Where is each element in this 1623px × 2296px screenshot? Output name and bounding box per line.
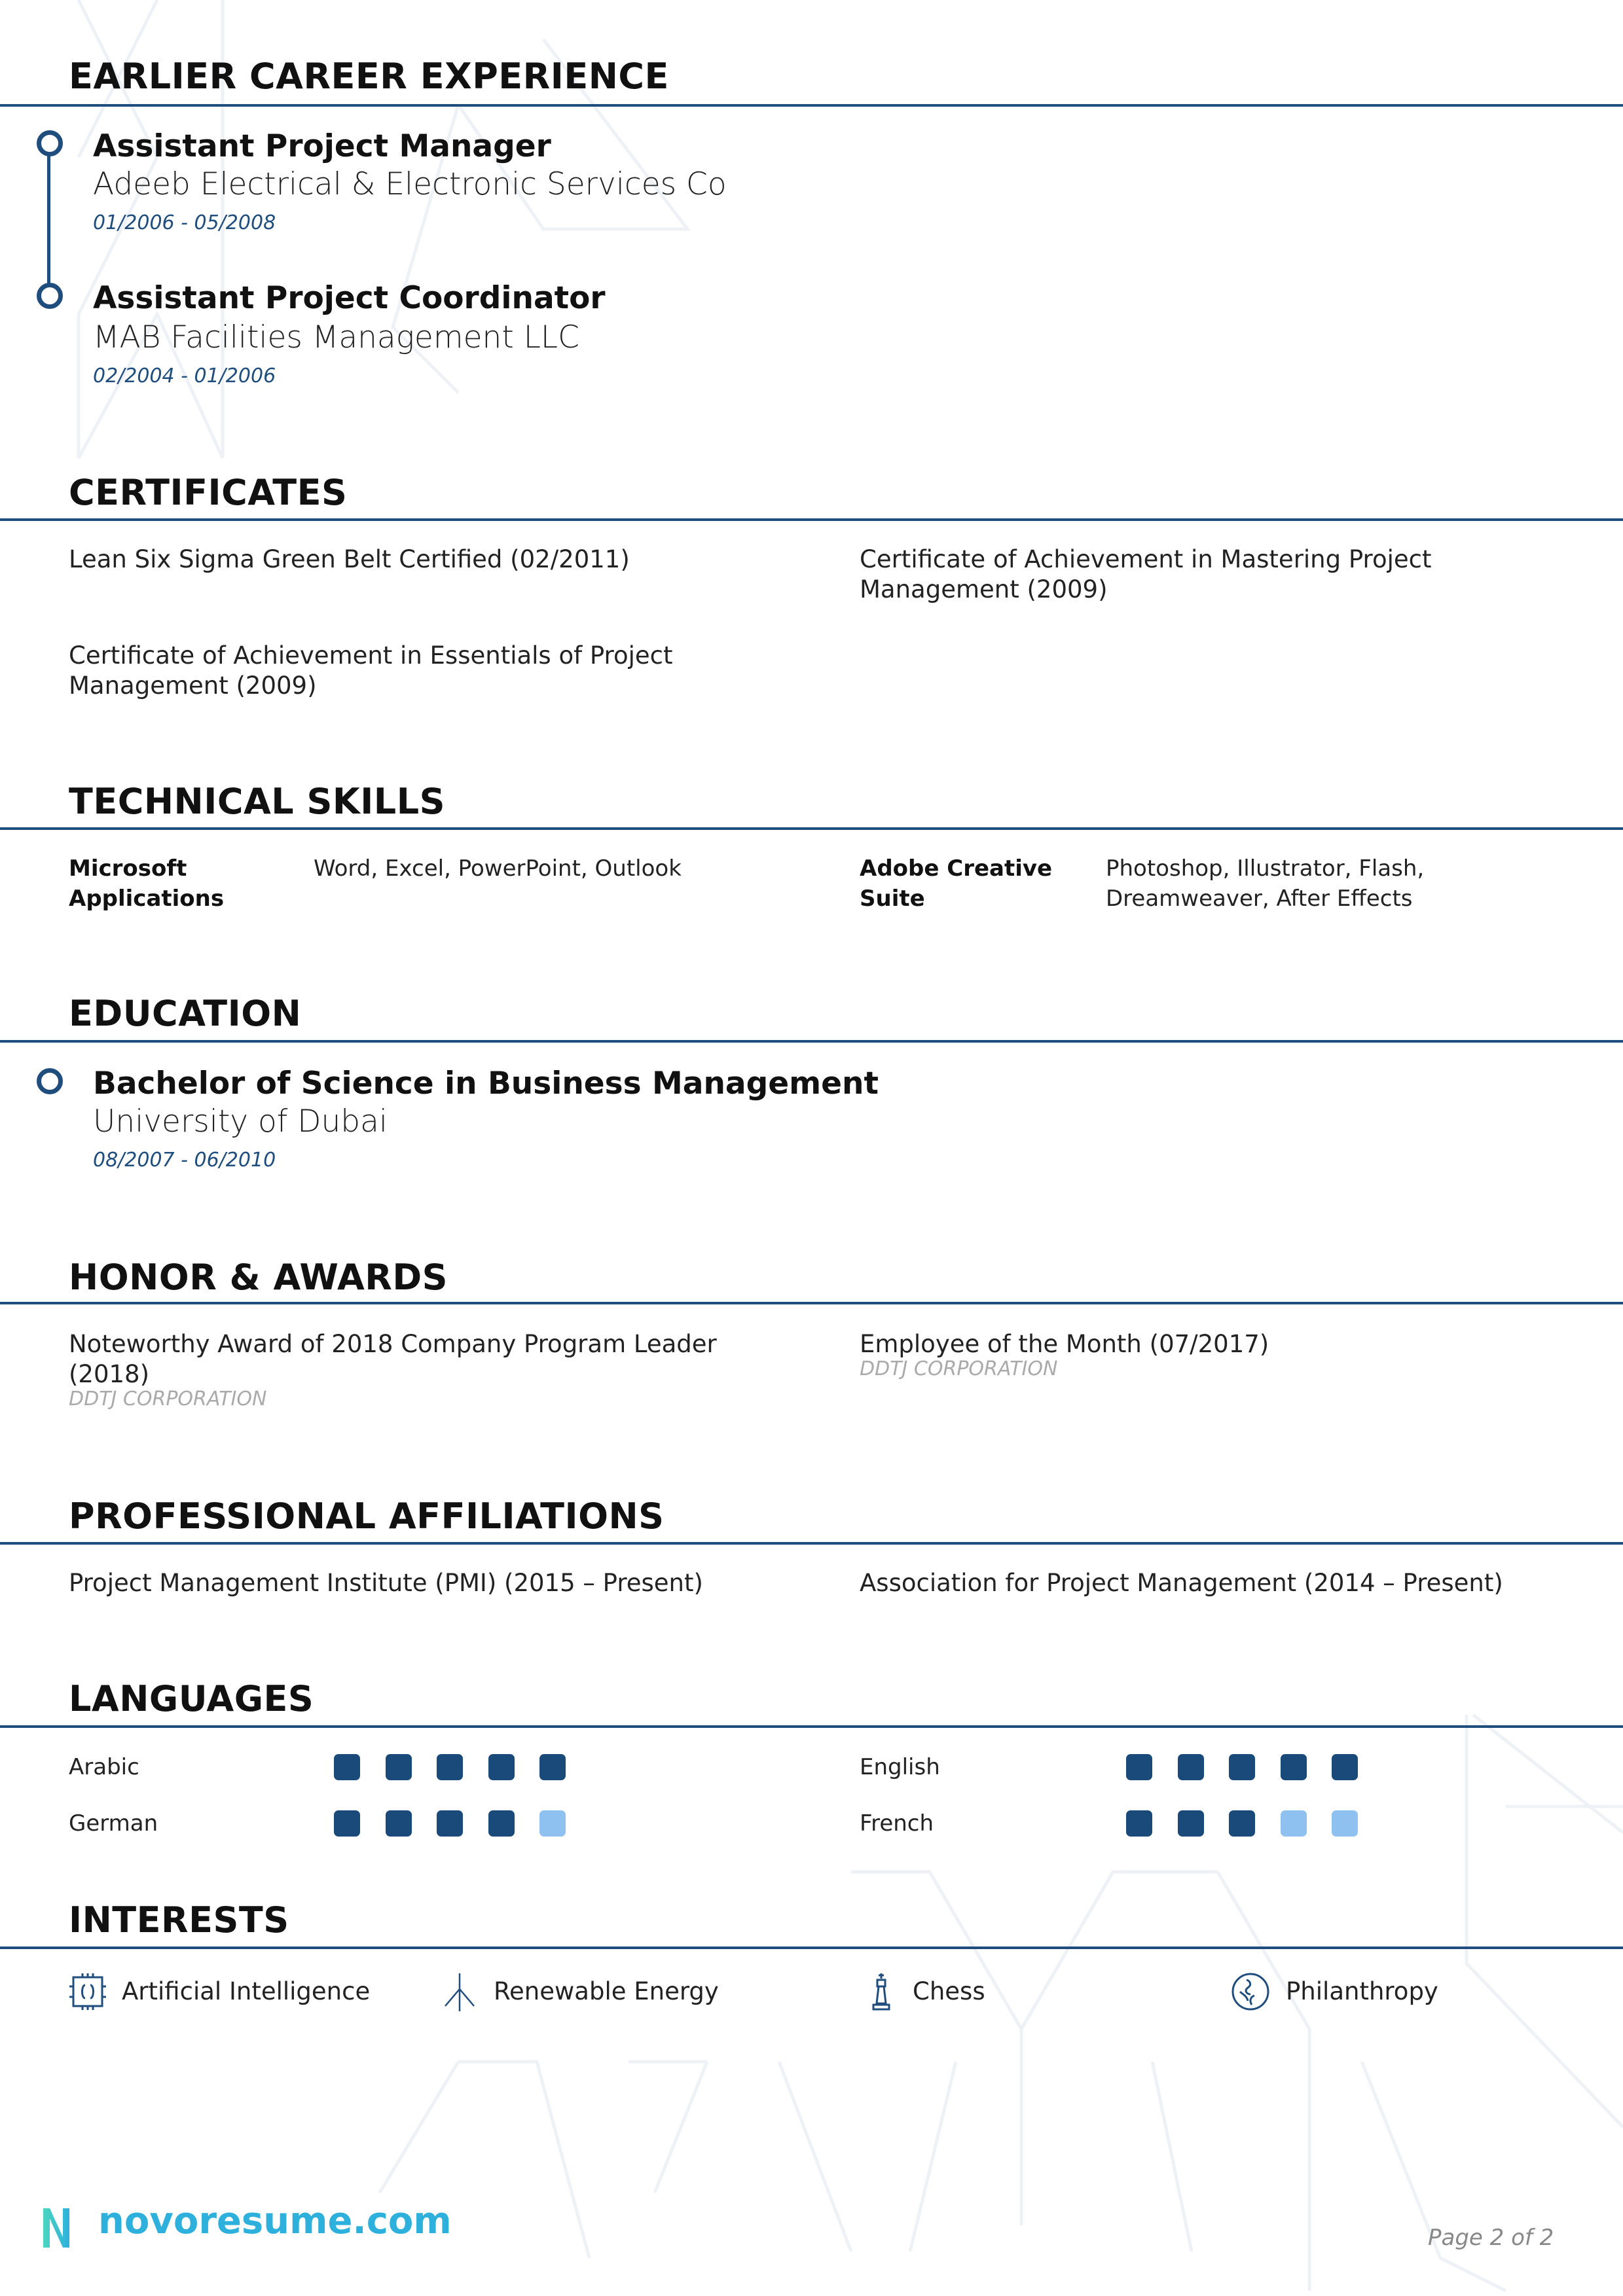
proficiency-dot-filled [1229, 1810, 1255, 1837]
skill-value-text: Word, Excel, PowerPoint, Outlook [314, 855, 682, 882]
proficiency-dot-filled [1126, 1754, 1152, 1780]
degree-title: Bachelor of Science in Business Manageme… [93, 1066, 879, 1102]
certificate-item: Lean Six Sigma Green Belt Certified (02/… [69, 545, 630, 575]
job-company: Adeeb Electrical & Electronic Services C… [93, 166, 727, 202]
interest-label: Renewable Energy [494, 1977, 719, 2005]
affiliation-item: Association for Project Management (2014… [860, 1569, 1503, 1597]
job-title: Assistant Project Coordinator [93, 280, 606, 316]
section-heading-languages: LANGUAGES [69, 1678, 314, 1719]
school-name: University of Dubai [93, 1103, 388, 1139]
timeline-marker [37, 1068, 63, 1094]
certificate-text: Management (2009) [69, 672, 317, 700]
proficiency-dot-filled [1177, 1754, 1204, 1780]
proficiency-dot-filled [1280, 1754, 1307, 1780]
certificate-item: Certificate of Achievement in Mastering … [860, 545, 1431, 605]
skill-label-text: Microsoft [69, 855, 187, 882]
timeline-marker [37, 130, 63, 156]
section-heading-awards: HONOR & AWARDS [69, 1257, 448, 1298]
section-heading-experience: EARLIER CAREER EXPERIENCE [69, 56, 669, 97]
skill-label: Microsoft Applications [69, 853, 224, 914]
proficiency-dot-filled [1126, 1810, 1152, 1837]
language-name: German [69, 1810, 158, 1837]
skill-label-text: Adobe Creative [860, 855, 1053, 882]
proficiency-dot-filled [488, 1810, 515, 1837]
language-name: French [860, 1810, 934, 1837]
novoresume-logo-icon [43, 2208, 69, 2248]
language-name: English [860, 1754, 940, 1780]
timeline-marker [37, 283, 63, 309]
page-number: Page 2 of 2 [1428, 2225, 1554, 2251]
award-text: (2018) [69, 1360, 150, 1388]
proficiency-dot-filled [1177, 1810, 1204, 1837]
chip-icon [69, 1973, 106, 2010]
skill-value-text: Dreamweaver, After Effects [1106, 886, 1413, 912]
proficiency-dot-filled [385, 1810, 412, 1837]
section-heading-skills: TECHNICAL SKILLS [69, 781, 445, 822]
section-heading-interests: INTERESTS [69, 1899, 289, 1941]
certificate-item: Certificate of Achievement in Essentials… [69, 641, 673, 701]
proficiency-dot-filled [539, 1754, 566, 1780]
section-divider [0, 1302, 1623, 1304]
section-divider [0, 1040, 1623, 1043]
award-org: DDTJ CORPORATION [860, 1357, 1058, 1380]
novoresume-logo-text: novoresume.com [98, 2200, 452, 2242]
job-dates: 01/2006 - 05/2008 [93, 211, 276, 234]
section-divider [0, 827, 1623, 830]
proficiency-dot-empty [1280, 1810, 1307, 1837]
award-org: DDTJ CORPORATION [69, 1388, 267, 1410]
award-item: Noteworthy Award of 2018 Company Program… [69, 1329, 717, 1409]
section-heading-education: EDUCATION [69, 993, 302, 1034]
skill-label-text: Suite [860, 886, 925, 912]
interest-label: Artificial Intelligence [122, 1977, 371, 2005]
section-heading-affiliations: PROFESSIONAL AFFILIATIONS [69, 1496, 665, 1537]
language-name: Arabic [69, 1754, 139, 1780]
skill-value: Photoshop, Illustrator, Flash, Dreamweave… [1106, 853, 1424, 914]
affiliation-item: Project Management Institute (PMI) (2015… [69, 1569, 703, 1597]
proficiency-dot-filled [437, 1810, 463, 1837]
proficiency-dot-filled [1229, 1754, 1255, 1780]
section-heading-certificates: CERTIFICATES [69, 472, 348, 513]
chess-king-icon [872, 1973, 890, 2011]
certificate-text: Lean Six Sigma Green Belt Certified (02/… [69, 545, 630, 573]
globe-hands-icon [1231, 1973, 1269, 2011]
award-text: Noteworthy Award of 2018 Company Program… [69, 1330, 717, 1358]
proficiency-dot-filled [334, 1754, 360, 1780]
section-divider [0, 1725, 1623, 1728]
proficiency-dot-filled [385, 1754, 412, 1780]
skill-label: Adobe Creative Suite [860, 853, 1052, 914]
section-divider [0, 1946, 1623, 1949]
skill-label-text: Applications [69, 886, 225, 912]
job-title: Assistant Project Manager [93, 128, 551, 164]
proficiency-dot-filled [488, 1754, 515, 1780]
certificate-text: Certificate of Achievement in Mastering … [860, 545, 1432, 573]
certificate-text: Management (2009) [860, 575, 1108, 603]
proficiency-dot-filled [437, 1754, 463, 1780]
interest-label: Philanthropy [1286, 1977, 1438, 2005]
proficiency-dot-empty [539, 1810, 566, 1837]
award-item: Employee of the Month (07/2017) DDTJ COR… [860, 1329, 1269, 1379]
section-divider [0, 104, 1623, 107]
skill-value-text: Photoshop, Illustrator, Flash, [1106, 855, 1425, 882]
wind-turbine-icon [445, 1973, 475, 2011]
timeline-line [47, 147, 50, 298]
interest-label: Chess [913, 1977, 985, 2005]
job-company: MAB Facilities Management LLC [93, 319, 579, 355]
section-divider [0, 518, 1623, 521]
proficiency-dot-filled [334, 1810, 360, 1837]
skill-value: Word, Excel, PowerPoint, Outlook [314, 853, 682, 884]
proficiency-dot-filled [1332, 1754, 1358, 1780]
certificate-text: Certificate of Achievement in Essentials… [69, 641, 673, 670]
award-text: Employee of the Month (07/2017) [860, 1330, 1269, 1358]
job-dates: 02/2004 - 01/2006 [93, 365, 276, 387]
proficiency-dot-empty [1332, 1810, 1358, 1837]
education-dates: 08/2007 - 06/2010 [93, 1149, 276, 1172]
section-divider [0, 1542, 1623, 1545]
